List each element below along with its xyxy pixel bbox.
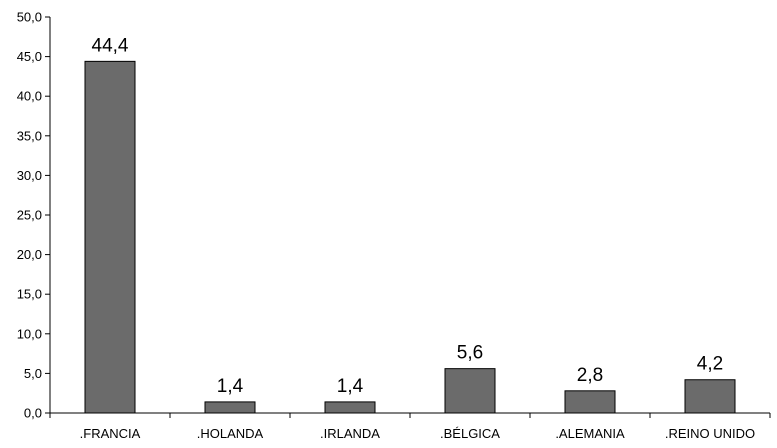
bar <box>444 368 496 414</box>
y-tick-label: 45,0 <box>17 49 42 64</box>
y-tick-label: 50,0 <box>17 10 42 25</box>
y-tick-label: 10,0 <box>17 326 42 341</box>
bar <box>84 60 136 414</box>
x-axis: .FRANCIA .HOLANDA .IRLANDA .BÉLGICA .ALEMANI… <box>49 412 771 441</box>
y-tick-label: 35,0 <box>17 128 42 143</box>
y-tick-label: 5,0 <box>24 366 42 381</box>
data-label: 1,4 <box>217 376 244 397</box>
data-label: 1,4 <box>337 376 364 397</box>
bar <box>684 379 736 414</box>
x-category-label: .IRLANDA <box>320 426 380 441</box>
x-category-label: .BÉLGICA <box>440 426 500 441</box>
x-category-label: .REINO UNIDO <box>665 426 755 441</box>
y-axis: 0,0 5,0 10,0 15,0 20,0 25,0 30,0 35,0 40,0 45,0 50… <box>17 10 51 421</box>
x-category-label: .FRANCIA <box>80 426 141 441</box>
bar <box>324 401 376 414</box>
y-tick-label: 30,0 <box>17 168 42 183</box>
y-tick-label: 0,0 <box>24 406 42 421</box>
y-tick-label: 20,0 <box>17 247 42 262</box>
y-tick-label: 15,0 <box>17 287 42 302</box>
y-tick-label: 25,0 <box>17 208 42 223</box>
x-category-label: .HOLANDA <box>197 426 264 441</box>
bar <box>204 401 256 414</box>
data-label: 4,2 <box>697 354 723 375</box>
data-label: 44,4 <box>92 35 129 56</box>
data-labels: 44,4 1,4 1,4 5,6 2,8 4,2 <box>92 35 724 397</box>
x-category-label: .ALEMANIA <box>555 426 625 441</box>
bars <box>84 60 736 414</box>
data-label: 2,8 <box>577 365 603 386</box>
bar <box>564 390 616 414</box>
data-label: 5,6 <box>457 343 483 364</box>
y-tick-label: 40,0 <box>17 89 42 104</box>
